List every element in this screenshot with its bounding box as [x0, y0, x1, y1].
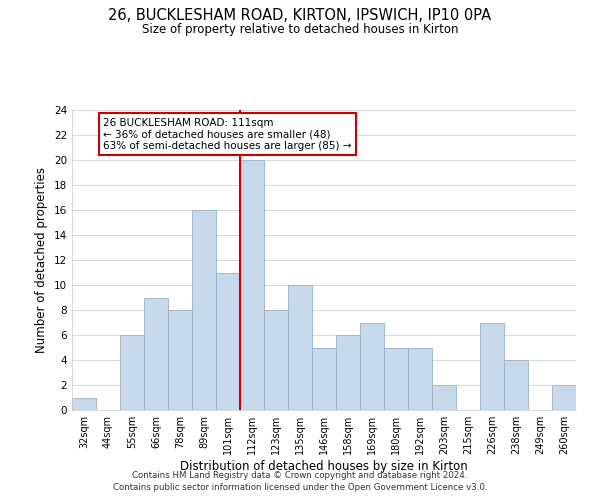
Text: 26 BUCKLESHAM ROAD: 111sqm
← 36% of detached houses are smaller (48)
63% of semi: 26 BUCKLESHAM ROAD: 111sqm ← 36% of deta…	[103, 118, 352, 150]
Text: Size of property relative to detached houses in Kirton: Size of property relative to detached ho…	[142, 22, 458, 36]
Bar	[192, 210, 216, 410]
Bar	[240, 160, 264, 410]
Bar	[168, 310, 192, 410]
Bar	[360, 322, 384, 410]
Bar	[288, 285, 312, 410]
Bar	[72, 398, 96, 410]
Bar	[552, 385, 576, 410]
X-axis label: Distribution of detached houses by size in Kirton: Distribution of detached houses by size …	[180, 460, 468, 473]
Y-axis label: Number of detached properties: Number of detached properties	[35, 167, 49, 353]
Bar	[312, 348, 336, 410]
Bar	[216, 272, 240, 410]
Bar	[336, 335, 360, 410]
Bar	[504, 360, 528, 410]
Bar	[384, 348, 408, 410]
Text: 26, BUCKLESHAM ROAD, KIRTON, IPSWICH, IP10 0PA: 26, BUCKLESHAM ROAD, KIRTON, IPSWICH, IP…	[109, 8, 491, 22]
Text: Contains HM Land Registry data © Crown copyright and database right 2024.
Contai: Contains HM Land Registry data © Crown c…	[113, 471, 487, 492]
Bar	[480, 322, 504, 410]
Bar	[144, 298, 168, 410]
Bar	[264, 310, 288, 410]
Bar	[408, 348, 432, 410]
Bar	[432, 385, 456, 410]
Bar	[120, 335, 144, 410]
